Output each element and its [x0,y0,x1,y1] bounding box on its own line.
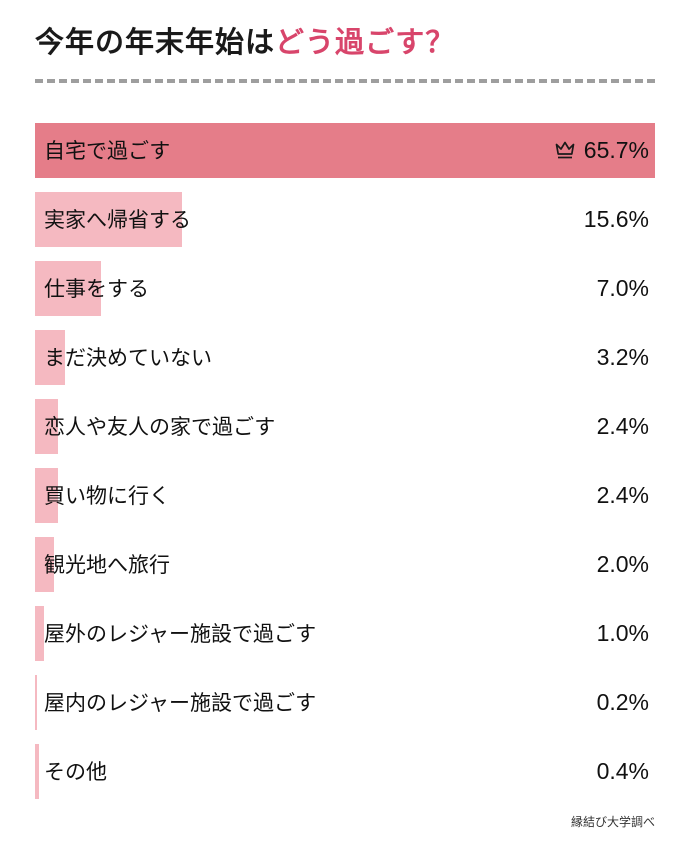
value-text: 65.7% [583,136,649,163]
value-label: 1.0% [597,620,649,647]
value-label: 0.4% [597,758,649,785]
category-label: 仕事をする [44,278,149,302]
category-label: 買い物に行く [44,485,170,509]
title-main: 今年の年末年始は [35,27,276,59]
bar [35,605,45,661]
bar [35,674,37,730]
chart-row: 買い物に行く 2.4% [35,467,655,523]
value-text: 2.0% [596,550,649,577]
chart-row: 自宅で過ごす 65.7% [35,122,655,178]
value-text: 0.2% [596,688,649,715]
bar [35,329,66,385]
chart-row: 屋外のレジャー施設で過ごす 1.0% [35,605,655,661]
page-title: 今年の年末年始はどう過ごす？ [35,26,655,61]
title-accent: どう過ごす？ [275,27,456,59]
value-label: 2.4% [597,413,649,440]
bar [35,122,655,178]
value-text: 15.6% [583,205,649,232]
value-label: 2.0% [597,551,649,578]
value-label: 15.6% [584,206,649,233]
chart-row: 恋人や友人の家で過ごす 2.4% [35,398,655,454]
category-label: 観光地へ旅行 [44,554,170,578]
chart-row: 仕事をする 7.0% [35,260,655,316]
value-label: 65.7% [553,137,649,164]
bar [35,260,102,316]
category-label: 屋内のレジャー施設で過ごす [44,692,317,716]
category-label: その他 [44,761,107,785]
bar [35,398,58,454]
value-label: 0.2% [597,689,649,716]
chart-row: 屋内のレジャー施設で過ごす 0.2% [35,674,655,730]
chart-row: 実家へ帰省する 15.6% [35,191,655,247]
chart-rows: 自宅で過ごす 65.7% 実家へ帰省する 15.6% 仕事をする 7.0% まだ決めていない… [35,122,655,799]
chart-row: 観光地へ旅行 2.0% [35,536,655,592]
chart-row: まだ決めていない 3.2% [35,329,655,385]
value-text: 7.0% [596,274,649,301]
source-credit: 縁結び大学調べ [570,814,655,829]
bar [35,536,54,592]
value-label: 7.0% [597,275,649,302]
category-label: まだ決めていない [44,347,212,371]
crown-icon [555,141,575,159]
value-text: 2.4% [596,412,649,439]
category-label: 恋人や友人の家で過ごす [44,416,276,440]
category-label: 屋外のレジャー施設で過ごす [44,623,317,647]
category-label: 実家へ帰省する [44,209,191,233]
category-label: 自宅で過ごす [44,140,171,164]
value-text: 3.2% [596,343,649,370]
value-label: 3.2% [597,344,649,371]
bar [35,191,183,247]
chart-row: その他 0.4% [35,743,655,799]
value-text: 1.0% [596,619,649,646]
bar [35,743,39,799]
value-text: 2.4% [596,481,649,508]
bar [35,467,58,523]
value-text: 0.4% [596,757,649,784]
value-label: 2.4% [597,482,649,509]
dashed-divider [35,78,655,83]
